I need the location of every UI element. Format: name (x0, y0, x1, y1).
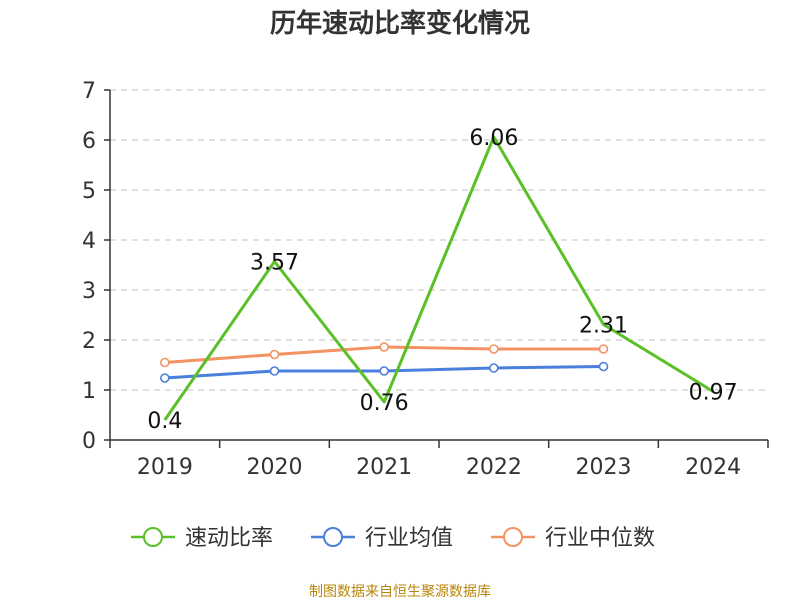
x-tick-label: 2019 (137, 455, 193, 480)
x-tick-label: 2020 (247, 455, 303, 480)
y-tick-label: 7 (82, 79, 96, 104)
data-label: 0.4 (147, 409, 182, 434)
grid (110, 89, 768, 391)
data-label: 0.97 (689, 381, 738, 406)
y-tick-label: 5 (82, 179, 96, 204)
data-label: 2.31 (579, 314, 628, 339)
x-tick-label: 2021 (356, 455, 412, 480)
series-line-0 (163, 135, 714, 421)
y-tick-label: 0 (82, 429, 96, 454)
series-point (160, 357, 170, 368)
data-label: 6.06 (469, 126, 518, 151)
y-tick-label: 3 (82, 279, 96, 304)
legend-label: 行业中位数 (545, 526, 655, 551)
x-tick-label: 2023 (576, 455, 632, 480)
y-tick-label: 1 (82, 379, 96, 404)
source-note: 制图数据来自恒生聚源数据库 (309, 584, 491, 600)
y-tick-label: 4 (82, 229, 96, 254)
series-point (598, 361, 609, 372)
series-point (379, 366, 389, 376)
data-label: 3.57 (250, 251, 299, 276)
legend: 速动比率 行业均值 行业中位数 (131, 526, 655, 551)
series-layer (160, 135, 714, 421)
series-point (489, 363, 499, 373)
series-point (489, 344, 499, 354)
legend-item[interactable]: 行业中位数 (491, 526, 655, 551)
y-tick-label: 2 (82, 329, 96, 354)
legend-marker (143, 527, 163, 547)
x-tick-label: 2022 (466, 455, 522, 480)
series-point (598, 344, 609, 354)
data-label: 0.76 (360, 391, 409, 416)
legend-label: 行业均值 (365, 526, 453, 551)
data-labels: 0.4 3.57 0.76 6.06 2.31 0.97 (147, 126, 737, 434)
legend-item[interactable]: 行业均值 (311, 526, 453, 551)
axes: 0 1 2 3 4 5 6 7 2019 2020 2021 2022 2023 2024 (82, 79, 769, 480)
chart-title: 历年速动比率变化情况 (270, 8, 530, 39)
legend-marker (503, 527, 523, 547)
x-tick-label: 2024 (685, 455, 741, 480)
series-point (269, 349, 280, 360)
series-point (160, 373, 170, 383)
series-point (379, 342, 389, 352)
legend-item[interactable]: 速动比率 (131, 526, 273, 551)
y-tick-label: 6 (82, 129, 96, 154)
series-point (269, 366, 280, 376)
legend-label: 速动比率 (185, 526, 273, 551)
legend-marker (323, 527, 343, 547)
